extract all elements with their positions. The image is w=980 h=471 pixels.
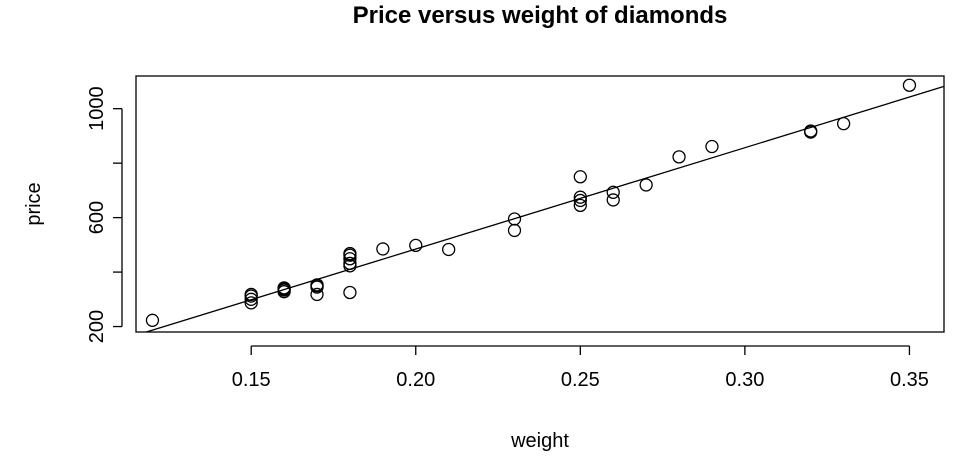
data-point: [902, 78, 917, 92]
data-point: [343, 256, 357, 271]
x-tick-label: 0.20: [396, 369, 435, 391]
data-point: [639, 178, 653, 192]
data-point: [672, 150, 686, 164]
data-point: [244, 292, 258, 306]
x-axis-label: weight: [510, 430, 569, 452]
data-point: [310, 278, 324, 292]
y-tick-label: 600: [86, 201, 108, 234]
data-point: [606, 193, 620, 207]
chart-title: Price versus weight of diamonds: [353, 2, 728, 29]
x-axis-ticks: 0.15 0.20 0.25 0.30 0.35: [232, 346, 929, 391]
data-point: [442, 242, 456, 257]
data-point: [705, 139, 719, 154]
data-point: [343, 252, 357, 266]
data-point: [244, 296, 258, 310]
data-point: [244, 287, 258, 302]
data-point: [310, 287, 324, 302]
regression-line: [146, 85, 945, 333]
data-point: [606, 185, 620, 199]
x-tick-label: 0.25: [561, 369, 600, 391]
y-axis-label: price: [23, 182, 45, 225]
x-tick-label: 0.35: [890, 369, 929, 391]
data-points: [145, 78, 917, 327]
x-tick-label: 0.15: [232, 369, 271, 391]
plot-frame: [135, 75, 945, 333]
data-point: [376, 242, 390, 256]
data-point: [573, 193, 587, 208]
y-axis-ticks: 200 600 1000: [86, 86, 122, 343]
data-point: [573, 170, 587, 184]
data-point: [507, 212, 522, 226]
y-tick-label: 200: [86, 310, 108, 343]
data-point: [836, 117, 851, 131]
data-point: [343, 285, 357, 300]
y-tick-label: 1000: [86, 86, 108, 130]
data-point: [804, 124, 818, 138]
data-point: [409, 238, 423, 253]
data-point: [145, 313, 160, 327]
data-point: [573, 198, 587, 213]
x-tick-label: 0.30: [725, 369, 764, 391]
data-point: [507, 223, 522, 238]
data-point: [277, 281, 291, 295]
data-point: [343, 246, 357, 261]
data-point: [573, 190, 587, 204]
